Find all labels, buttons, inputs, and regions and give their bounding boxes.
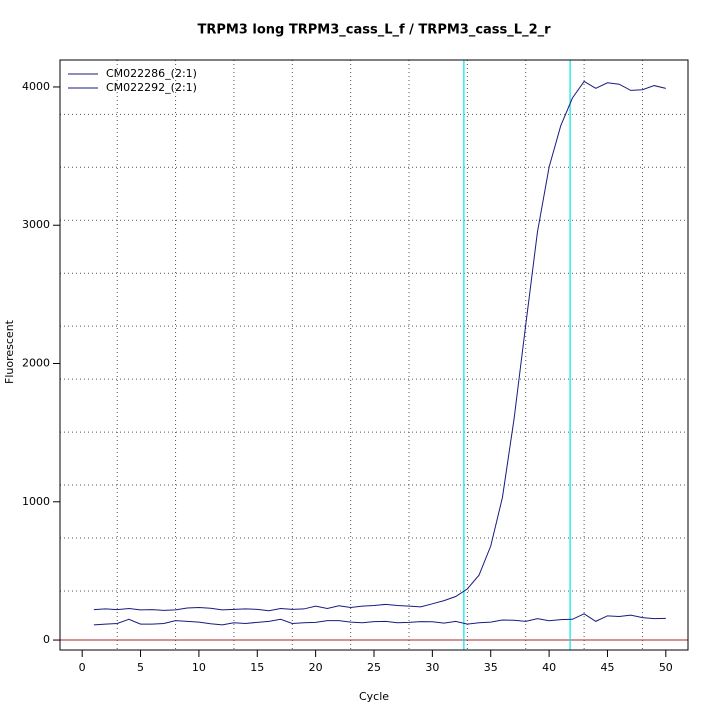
x-axis-label: Cycle: [359, 690, 389, 703]
y-tick-label: 1000: [22, 495, 50, 508]
x-tick-label: 50: [659, 661, 673, 674]
x-tick-label: 5: [137, 661, 144, 674]
series-line: [93, 613, 666, 626]
chart-title: TRPM3 long TRPM3_cass_L_f / TRPM3_cass_L…: [197, 23, 551, 38]
y-tick-label: 2000: [22, 357, 50, 370]
series-line: [93, 80, 666, 612]
legend-label: CM022292_(2:1): [106, 81, 197, 94]
x-tick-label: 15: [250, 661, 264, 674]
y-tick-label: 4000: [22, 80, 50, 93]
x-tick-label: 0: [79, 661, 86, 674]
x-tick-label: 10: [192, 661, 206, 674]
y-tick-label: 3000: [22, 218, 50, 231]
x-tick-label: 30: [425, 661, 439, 674]
x-tick-label: 25: [367, 661, 381, 674]
y-tick-label: 0: [43, 633, 50, 646]
legend-label: CM022286_(2:1): [106, 67, 197, 80]
plot-frame: [59, 59, 689, 651]
x-tick-label: 40: [542, 661, 556, 674]
x-tick-label: 35: [484, 661, 498, 674]
x-tick-label: 45: [600, 661, 614, 674]
x-tick-label: 20: [309, 661, 323, 674]
y-axis-label: Fluorescent: [3, 319, 16, 384]
